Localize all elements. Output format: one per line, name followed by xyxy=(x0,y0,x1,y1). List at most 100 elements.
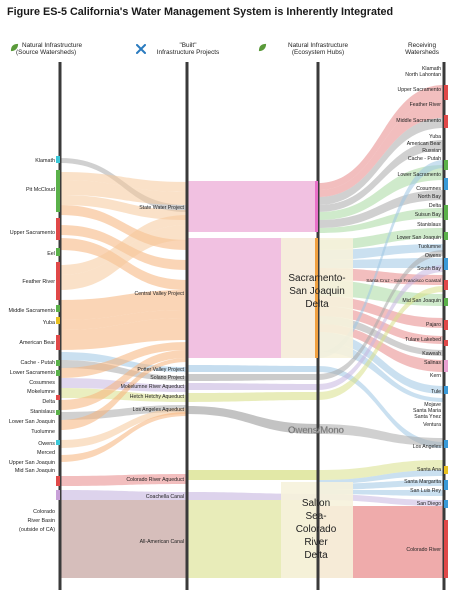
built-header-line2: Infrastructure Projects xyxy=(156,49,220,57)
source-node-marker xyxy=(56,490,60,500)
receiving-label-3: Feather River xyxy=(410,102,442,108)
receiving-flow xyxy=(318,460,444,480)
salton-hub-label-line3: Colorado xyxy=(296,524,337,535)
receiving-node-marker xyxy=(444,178,448,190)
receiving-label-9: Lower Sacramento xyxy=(397,172,441,178)
receiving-node-marker xyxy=(444,205,448,220)
source-label-4: Feather River xyxy=(22,279,55,285)
built-header-line1: "Built" xyxy=(179,42,197,49)
receiving-label-14: Stanislaus xyxy=(417,222,441,228)
receiving-label-17: Owens xyxy=(425,253,442,259)
receiving-label-8: Cache - Putah xyxy=(408,156,441,162)
receiving-flow xyxy=(318,286,444,400)
tools-icon xyxy=(136,44,146,56)
salton-hub-label-line5: Delta xyxy=(304,550,328,561)
source-label-1: Pit McCloud xyxy=(26,187,55,193)
owens-mono-hub-label: Owens/Mono xyxy=(288,425,344,436)
source-flow xyxy=(60,350,187,410)
receiving-label-23: Kaweah xyxy=(422,351,441,357)
built-column-header: "Built" Infrastructure Projects xyxy=(128,42,248,57)
receiving-label-15: Lower San Joaquin xyxy=(397,235,442,241)
receiving-label-33: Santa Margarita xyxy=(404,479,441,485)
swp-band xyxy=(187,181,318,232)
receiving-label-36: Colorado River xyxy=(406,547,441,553)
receiving-column-header: Receiving Watersheds xyxy=(388,42,456,57)
source-flow xyxy=(60,172,187,192)
source-label-18: Upper San Joaquin xyxy=(9,460,55,466)
receiving-node-marker xyxy=(444,386,448,394)
hubs-column-header: Natural Infrastructure (Ecosystem Hubs) xyxy=(258,42,378,57)
receiving-label-12: Delta xyxy=(429,203,441,209)
receiving-node-marker xyxy=(444,520,448,578)
receiving-node-marker xyxy=(444,280,448,290)
source-label-3: Eel xyxy=(47,251,55,257)
receiving-node-marker xyxy=(444,160,448,170)
source-header-line1: Natural Infrastructure xyxy=(22,42,83,49)
source-node-marker xyxy=(56,335,60,350)
project-label-5: Hetch Hetchy Aqueduct xyxy=(130,394,185,400)
receiving-flow xyxy=(318,470,444,484)
source-label-0: Klamath xyxy=(35,158,55,164)
hub-node-marker xyxy=(315,181,318,232)
source-node-marker xyxy=(56,262,60,300)
receiving-flow xyxy=(318,165,444,220)
receiving-node-marker xyxy=(444,466,448,474)
receiving-node-marker xyxy=(444,258,448,270)
potter-valley-band xyxy=(187,365,318,372)
receiving-node-marker xyxy=(444,115,448,128)
colorado-flow-coachella xyxy=(60,490,187,500)
colorado-flow-aqueduct xyxy=(60,474,187,486)
delta-hub-label-line3: Delta xyxy=(305,299,329,310)
project-label-6: Los Angeles Aqueduct xyxy=(133,407,185,413)
source-column-header: Natural Infrastructure (Source Watershed… xyxy=(10,42,90,57)
source-flow xyxy=(60,342,187,378)
solano-band xyxy=(187,374,318,381)
receiving-label-1: North Lahontan xyxy=(405,72,441,78)
leaf-icon xyxy=(258,43,267,54)
receiving-node-marker xyxy=(444,85,448,100)
receiving-label-34: San Luis Rey xyxy=(410,488,441,494)
mokelumne-band xyxy=(187,383,318,390)
source-flow xyxy=(60,180,187,205)
source-flow xyxy=(60,358,187,430)
receiving-node-marker xyxy=(444,480,448,490)
receiving-label-20: Mid San Joaquin xyxy=(402,298,441,304)
receiving-label-28: Santa Maria xyxy=(413,408,441,414)
source-node-marker xyxy=(56,218,60,240)
source-node-marker xyxy=(56,440,60,445)
salton-hub-label-line2: Sea- xyxy=(305,511,326,522)
receiving-label-35: San Diego xyxy=(417,501,441,507)
colorado-source-label-line1: Colorado xyxy=(33,509,55,515)
project-label-4: Mokelumne River Aqueduct xyxy=(121,384,185,390)
receiving-label-2: Upper Sacramento xyxy=(397,87,441,93)
hubs-header-line1: Natural Infrastructure xyxy=(287,42,349,49)
source-label-5: Middle Sacramento xyxy=(9,308,55,314)
source-flow xyxy=(60,412,187,462)
hub-node-marker xyxy=(315,238,318,358)
source-node-marker xyxy=(56,410,60,415)
receiving-node-marker xyxy=(444,500,448,508)
source-flow xyxy=(60,215,187,275)
receiving-label-29: Santa Ynez xyxy=(414,414,441,420)
receiving-label-11: North Bay xyxy=(418,194,441,200)
source-flow xyxy=(60,318,187,350)
receiving-node-marker xyxy=(444,232,448,240)
receiving-label-22: Tulare Lakebed xyxy=(405,337,441,343)
salton-hub-label-line1: Salton xyxy=(302,498,330,509)
source-node-marker xyxy=(56,305,60,312)
source-header-line2: (Source Watersheds) xyxy=(16,49,77,57)
receiving-label-18: South Bay xyxy=(417,266,441,272)
source-flow xyxy=(60,225,187,290)
receiving-flow xyxy=(318,160,444,358)
receiving-header-line2: Watersheds xyxy=(405,49,439,57)
receiving-node-marker xyxy=(444,360,448,372)
receiving-label-24: Salinas xyxy=(424,360,441,366)
project-label-1: Central Valley Project xyxy=(135,291,185,297)
project-label-7: Colorado River Aqueduct xyxy=(126,477,184,483)
column-axis xyxy=(185,62,189,590)
source-label-19: Mid San Joaquin xyxy=(15,468,55,474)
colorado-source-label-line3: (outside of CA) xyxy=(19,527,55,533)
source-label-7: American Bear xyxy=(19,340,55,346)
source-label-10: Cosumnes xyxy=(29,380,55,386)
receiving-header-line1: Receiving xyxy=(407,42,437,49)
